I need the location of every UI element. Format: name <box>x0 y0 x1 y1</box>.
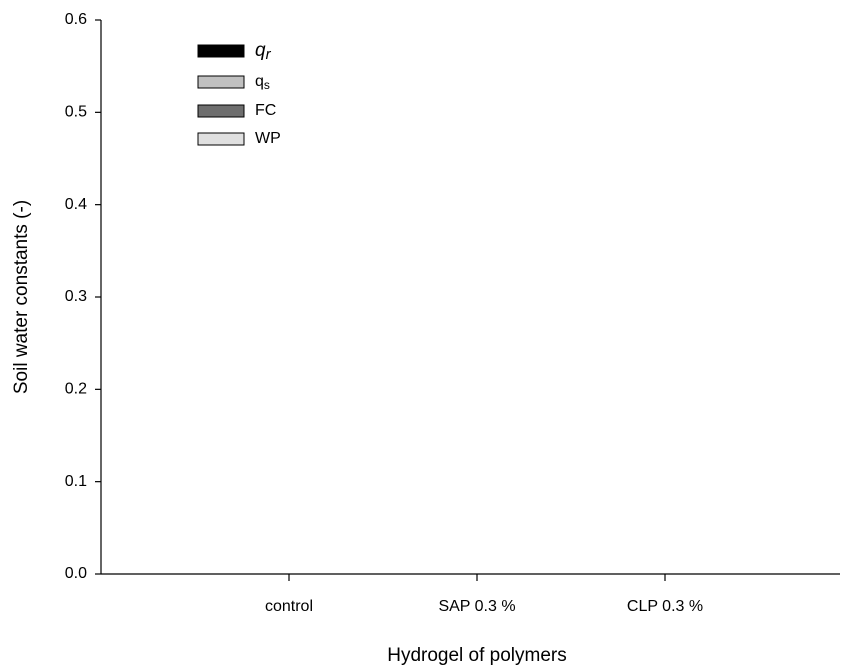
x-axis-title: Hydrogel of polymers <box>387 645 567 666</box>
legend-swatch <box>197 132 245 146</box>
y-tick-label: 0.0 <box>65 565 87 582</box>
y-tick-label: 0.3 <box>65 288 87 305</box>
y-tick-label: 0.4 <box>65 196 87 213</box>
legend-swatch <box>197 75 245 89</box>
x-tick-label: CLP 0.3 % <box>627 598 703 615</box>
y-tick-label: 0.2 <box>65 381 87 398</box>
legend-label: WP <box>255 130 281 147</box>
y-tick-label: 0.6 <box>65 11 87 28</box>
legend-swatch <box>197 104 245 118</box>
y-axis-title: Soil water constants (-) <box>11 200 32 394</box>
y-tick-label: 0.5 <box>65 104 87 121</box>
y-tick-label: 0.1 <box>65 473 87 490</box>
legend-label: FC <box>255 102 276 119</box>
legend-label: qs <box>255 73 270 92</box>
legend-swatch <box>197 44 245 58</box>
x-tick-label: SAP 0.3 % <box>438 598 515 615</box>
x-tick-label: control <box>265 598 313 615</box>
legend-label: qr <box>255 40 272 63</box>
